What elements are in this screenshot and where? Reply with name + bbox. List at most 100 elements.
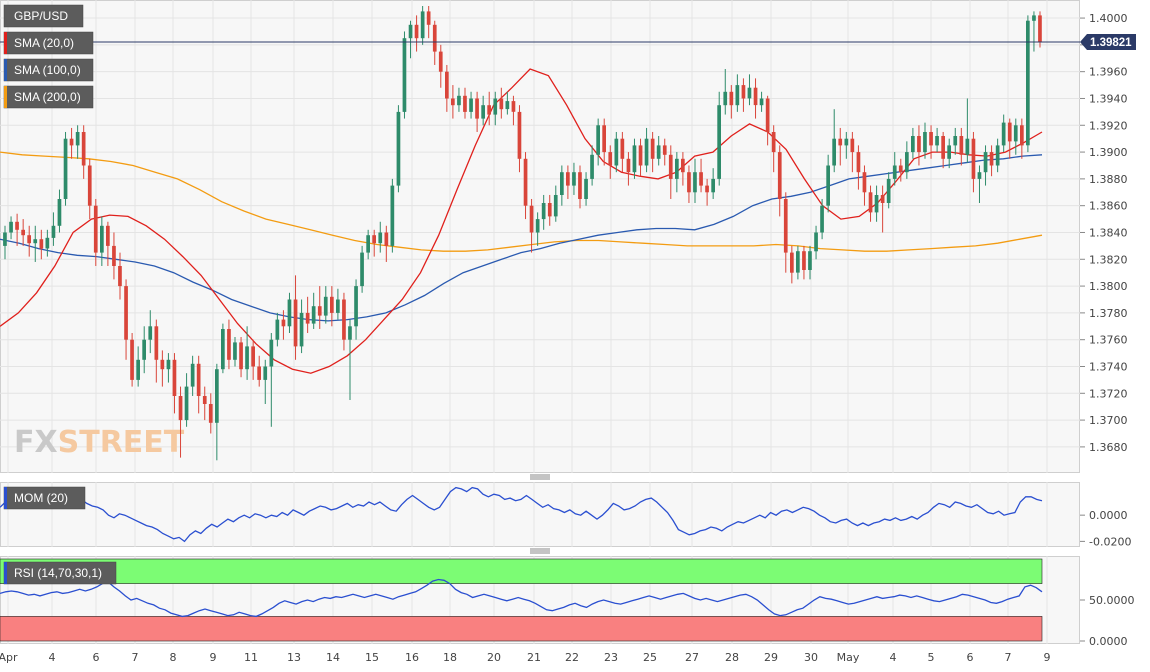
candle-down [451,98,455,106]
candle-down [426,11,431,25]
legend-color-swatch [4,487,7,509]
candle-up [299,312,304,347]
candle-up [233,342,237,360]
candle-down [898,165,903,173]
candle-up [590,154,594,179]
x-tick-label: 9 [210,651,217,664]
candle-up [311,306,316,324]
candle-up [711,178,715,193]
overlay-legend-label: SMA (20,0) [14,36,74,50]
x-tick-label: 7 [1005,651,1012,664]
candle-down [499,98,504,110]
overlay-legend-label: SMA (200,0) [14,90,81,104]
y-tick-label: 1.3880 [1089,173,1128,186]
candle-down [251,346,255,367]
symbol-label: GBP/USD [14,9,68,23]
mom-y-tick-label: -0.0200 [1089,535,1131,548]
candle-up [275,319,280,340]
x-tick-label: 13 [287,651,301,664]
candle-up [190,363,195,387]
candle-down [511,101,516,112]
sma-100-line [0,154,1043,322]
candle-up [396,111,401,186]
candle-up [263,366,268,380]
candle-up [572,172,576,186]
candle-up [1013,125,1018,142]
candle-up [378,232,383,244]
candle-up [493,98,498,115]
candle-up [553,195,558,217]
candle-up [614,138,619,166]
candle-up [184,386,189,421]
y-tick-label: 1.3920 [1089,119,1128,132]
candle-up [560,172,564,195]
watermark: FXSTREET [14,425,185,460]
candle-up [287,299,292,327]
candle-up [947,145,951,159]
candle-up [390,185,395,246]
x-tick-label: 16 [405,651,419,664]
candle-down [124,286,128,340]
candle-up [814,232,818,252]
candle-down [172,359,177,396]
candle-up [759,98,764,106]
legend-color-swatch [4,86,7,108]
x-tick-label: 4 [890,651,897,664]
watermark-left: FX [14,425,58,460]
momentum-pane-border [0,482,1080,547]
candle-down [880,195,885,203]
candle-up [1032,15,1036,21]
momentum-pane [0,482,1080,547]
candle-down [112,245,116,266]
candle-up [923,132,927,153]
candle-up [166,359,171,370]
y-tick-label: 1.3720 [1089,387,1128,400]
candle-up [892,165,897,179]
candle-down [741,85,746,99]
candle-up [457,95,461,106]
candle-up [45,237,50,249]
candle-down [317,306,322,316]
y-tick-label: 1.3900 [1089,146,1128,159]
candle-down [523,158,528,206]
candle-up [100,225,104,253]
candle-up [983,152,988,173]
candle-down [608,152,613,166]
candle-down [662,145,667,155]
candle-down [27,235,31,244]
candle-down [771,132,776,153]
candle-up [693,172,697,193]
price-pane-border [0,0,1080,473]
candle-down [239,342,243,370]
candle-down [517,111,522,159]
candle-down [487,105,491,115]
candle-down [668,154,673,179]
candle-up [535,219,540,233]
x-tick-label: 21 [527,651,541,664]
candle-down [208,404,213,423]
candle-up [723,91,728,106]
y-tick-label: 1.3700 [1089,414,1128,427]
candle-down [578,172,582,199]
x-tick-label: 14 [326,651,340,664]
candle-up [221,329,225,370]
symbol-legend[interactable] [3,4,84,28]
candle-down [959,136,964,155]
candle-up [832,138,836,166]
candle-down [81,132,86,166]
candle-up [366,235,370,253]
candle-up [844,138,849,146]
candle-down [463,95,467,112]
candle-down [1020,125,1024,146]
y-tick-label: 1.3840 [1089,226,1128,239]
candle-down [15,221,19,230]
candle-down [917,136,921,153]
candle-up [469,98,473,112]
candle-down [971,138,976,179]
candle-up [360,252,364,287]
candle-down [384,232,389,246]
candle-down [93,205,98,253]
candle-up [245,346,249,370]
candle-up [965,138,970,155]
